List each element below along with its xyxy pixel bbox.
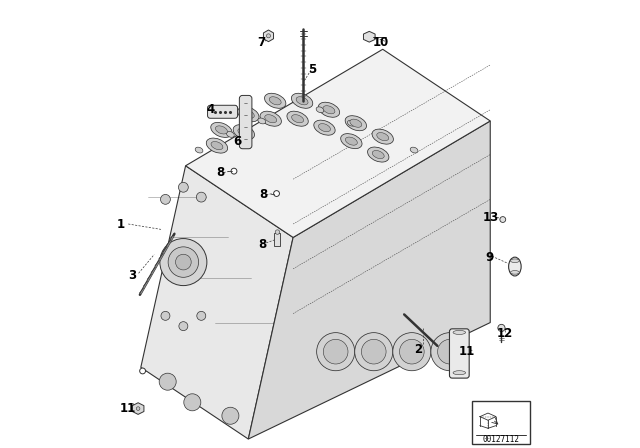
Ellipse shape bbox=[377, 133, 388, 141]
Ellipse shape bbox=[372, 151, 384, 159]
Ellipse shape bbox=[140, 368, 145, 374]
Ellipse shape bbox=[350, 119, 362, 127]
Ellipse shape bbox=[274, 191, 280, 197]
Text: 4: 4 bbox=[206, 103, 214, 116]
Text: 11: 11 bbox=[459, 345, 475, 358]
Ellipse shape bbox=[511, 259, 520, 263]
Ellipse shape bbox=[323, 340, 348, 364]
Ellipse shape bbox=[195, 147, 203, 153]
Ellipse shape bbox=[393, 332, 431, 371]
Ellipse shape bbox=[258, 118, 266, 124]
Ellipse shape bbox=[159, 373, 176, 390]
FancyBboxPatch shape bbox=[449, 329, 469, 378]
Ellipse shape bbox=[168, 247, 198, 277]
Ellipse shape bbox=[346, 137, 357, 145]
Text: 12: 12 bbox=[497, 327, 513, 340]
Ellipse shape bbox=[438, 340, 462, 364]
Ellipse shape bbox=[196, 192, 206, 202]
Text: 10: 10 bbox=[372, 36, 388, 49]
Text: 2: 2 bbox=[415, 343, 422, 356]
Ellipse shape bbox=[238, 128, 250, 136]
Bar bbox=[275, 233, 280, 246]
Text: 9: 9 bbox=[485, 251, 493, 264]
Ellipse shape bbox=[291, 93, 313, 108]
Ellipse shape bbox=[453, 331, 466, 334]
Ellipse shape bbox=[184, 394, 201, 411]
Ellipse shape bbox=[367, 147, 389, 162]
Ellipse shape bbox=[179, 322, 188, 331]
Polygon shape bbox=[132, 403, 144, 414]
Text: 8: 8 bbox=[216, 166, 225, 179]
Ellipse shape bbox=[175, 254, 191, 270]
Ellipse shape bbox=[243, 110, 254, 118]
Ellipse shape bbox=[379, 134, 387, 140]
Ellipse shape bbox=[500, 216, 506, 223]
Ellipse shape bbox=[314, 120, 335, 135]
Ellipse shape bbox=[410, 147, 418, 153]
Ellipse shape bbox=[265, 115, 276, 123]
Ellipse shape bbox=[161, 194, 170, 204]
Ellipse shape bbox=[161, 311, 170, 320]
Polygon shape bbox=[248, 121, 490, 439]
Ellipse shape bbox=[348, 120, 355, 126]
Text: 00127112: 00127112 bbox=[483, 435, 520, 444]
Ellipse shape bbox=[216, 126, 227, 134]
Ellipse shape bbox=[323, 106, 335, 114]
Text: 13: 13 bbox=[483, 211, 499, 224]
Polygon shape bbox=[364, 31, 375, 42]
Ellipse shape bbox=[179, 182, 188, 192]
Ellipse shape bbox=[206, 138, 228, 153]
Text: 6: 6 bbox=[233, 134, 241, 148]
Ellipse shape bbox=[431, 332, 469, 371]
Ellipse shape bbox=[296, 97, 308, 105]
Ellipse shape bbox=[292, 115, 303, 123]
Ellipse shape bbox=[233, 125, 255, 140]
Ellipse shape bbox=[318, 102, 340, 117]
Ellipse shape bbox=[237, 107, 259, 122]
Ellipse shape bbox=[264, 93, 286, 108]
Ellipse shape bbox=[231, 168, 237, 174]
Text: 8: 8 bbox=[259, 188, 268, 202]
Ellipse shape bbox=[340, 134, 362, 149]
Ellipse shape bbox=[317, 332, 355, 371]
Ellipse shape bbox=[319, 124, 330, 132]
Text: 11: 11 bbox=[120, 402, 136, 415]
Bar bbox=[472, 401, 530, 444]
Ellipse shape bbox=[136, 407, 140, 410]
FancyBboxPatch shape bbox=[239, 95, 252, 149]
Ellipse shape bbox=[211, 142, 223, 150]
Ellipse shape bbox=[372, 129, 394, 144]
Ellipse shape bbox=[227, 131, 234, 138]
Ellipse shape bbox=[222, 407, 239, 424]
Ellipse shape bbox=[355, 332, 393, 371]
Text: 5: 5 bbox=[308, 63, 316, 76]
Ellipse shape bbox=[197, 311, 206, 320]
Ellipse shape bbox=[399, 340, 424, 364]
Polygon shape bbox=[264, 30, 273, 42]
Text: 7: 7 bbox=[257, 36, 265, 49]
Ellipse shape bbox=[287, 111, 308, 126]
Text: 8: 8 bbox=[259, 237, 267, 251]
Text: 1: 1 bbox=[116, 217, 125, 231]
Ellipse shape bbox=[345, 116, 367, 131]
FancyBboxPatch shape bbox=[207, 105, 237, 118]
Ellipse shape bbox=[260, 111, 282, 126]
Ellipse shape bbox=[269, 97, 281, 105]
Ellipse shape bbox=[511, 271, 520, 274]
Text: 3: 3 bbox=[129, 269, 137, 282]
Polygon shape bbox=[186, 49, 490, 237]
Ellipse shape bbox=[266, 34, 271, 38]
Ellipse shape bbox=[453, 370, 466, 375]
Ellipse shape bbox=[362, 340, 386, 364]
Ellipse shape bbox=[275, 230, 280, 234]
Ellipse shape bbox=[498, 324, 505, 332]
Ellipse shape bbox=[509, 257, 521, 276]
Ellipse shape bbox=[211, 122, 232, 138]
Ellipse shape bbox=[160, 238, 207, 286]
Ellipse shape bbox=[316, 107, 324, 113]
Polygon shape bbox=[141, 166, 293, 439]
